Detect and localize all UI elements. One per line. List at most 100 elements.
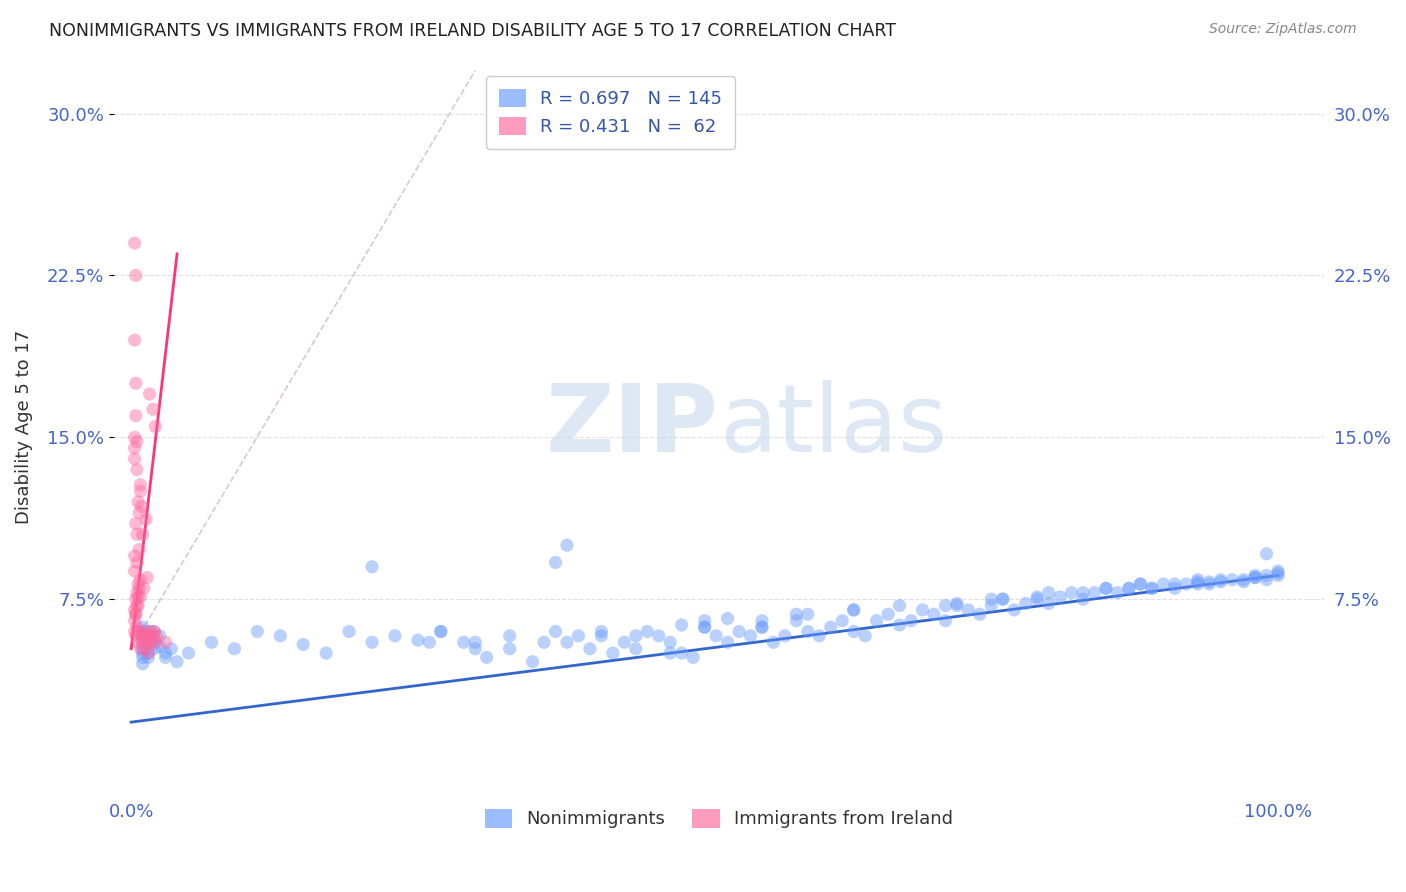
Point xyxy=(934,599,956,613)
Point xyxy=(1038,585,1060,599)
Point xyxy=(636,624,658,639)
Point xyxy=(1049,590,1071,604)
Point xyxy=(797,607,820,622)
Point xyxy=(337,624,360,639)
Point xyxy=(980,592,1002,607)
Point xyxy=(124,441,146,455)
Point xyxy=(820,620,842,634)
Point xyxy=(361,635,384,649)
Point xyxy=(131,650,153,665)
Point xyxy=(143,624,166,639)
Point xyxy=(124,549,146,563)
Point xyxy=(991,592,1014,607)
Point xyxy=(224,641,246,656)
Point xyxy=(889,618,911,632)
Point xyxy=(145,629,167,643)
Point xyxy=(1175,577,1198,591)
Point xyxy=(200,635,222,649)
Point xyxy=(877,607,900,622)
Point xyxy=(831,614,853,628)
Point xyxy=(143,641,166,656)
Point xyxy=(406,633,429,648)
Point xyxy=(149,640,172,654)
Point xyxy=(1083,585,1105,599)
Point xyxy=(315,646,337,660)
Point xyxy=(125,527,148,541)
Point xyxy=(125,268,148,283)
Point xyxy=(127,590,149,604)
Point xyxy=(125,462,148,476)
Point xyxy=(1140,582,1163,596)
Point xyxy=(125,409,148,423)
Point xyxy=(1118,582,1140,596)
Point xyxy=(125,516,148,531)
Point xyxy=(613,635,636,649)
Point xyxy=(125,556,148,570)
Point xyxy=(430,624,453,639)
Point xyxy=(1244,570,1267,584)
Point xyxy=(602,646,624,660)
Point xyxy=(128,582,150,596)
Point xyxy=(911,603,934,617)
Point xyxy=(124,430,146,444)
Point xyxy=(1026,592,1049,607)
Point xyxy=(129,484,152,499)
Point xyxy=(131,620,153,634)
Point xyxy=(1209,574,1232,589)
Point xyxy=(797,624,820,639)
Point xyxy=(498,641,520,656)
Point xyxy=(124,333,146,347)
Point xyxy=(292,637,315,651)
Point xyxy=(138,387,160,401)
Point xyxy=(134,629,156,643)
Point xyxy=(177,646,200,660)
Point xyxy=(1118,582,1140,596)
Point xyxy=(1244,570,1267,584)
Point xyxy=(1187,573,1209,587)
Point xyxy=(1187,577,1209,591)
Point xyxy=(785,607,807,622)
Point xyxy=(842,603,865,617)
Point xyxy=(124,614,146,628)
Point xyxy=(138,624,160,639)
Point xyxy=(1233,573,1256,587)
Point xyxy=(693,620,716,634)
Text: ZIP: ZIP xyxy=(546,381,718,473)
Point xyxy=(141,635,163,649)
Point xyxy=(682,650,704,665)
Text: NONIMMIGRANTS VS IMMIGRANTS FROM IRELAND DISABILITY AGE 5 TO 17 CORRELATION CHAR: NONIMMIGRANTS VS IMMIGRANTS FROM IRELAND… xyxy=(49,22,896,40)
Point xyxy=(131,629,153,643)
Point xyxy=(716,611,738,625)
Point xyxy=(624,629,647,643)
Point xyxy=(1071,585,1094,599)
Point xyxy=(1164,582,1187,596)
Point xyxy=(129,590,152,604)
Point xyxy=(1198,577,1220,591)
Point xyxy=(579,641,602,656)
Point xyxy=(762,635,785,649)
Point xyxy=(124,624,146,639)
Point xyxy=(900,614,922,628)
Point xyxy=(1129,577,1152,591)
Point xyxy=(129,477,152,491)
Point xyxy=(138,646,160,660)
Point xyxy=(785,614,807,628)
Point xyxy=(567,629,589,643)
Point xyxy=(131,624,153,639)
Point xyxy=(131,624,153,639)
Point xyxy=(127,599,149,613)
Point xyxy=(125,620,148,634)
Point xyxy=(131,657,153,671)
Point xyxy=(131,646,153,660)
Point xyxy=(155,635,177,649)
Point xyxy=(136,570,159,584)
Point xyxy=(124,564,146,578)
Point xyxy=(659,635,682,649)
Point xyxy=(751,620,773,634)
Point xyxy=(142,402,165,417)
Point xyxy=(591,624,613,639)
Point xyxy=(125,585,148,599)
Point xyxy=(475,650,498,665)
Point xyxy=(1256,547,1278,561)
Point xyxy=(128,624,150,639)
